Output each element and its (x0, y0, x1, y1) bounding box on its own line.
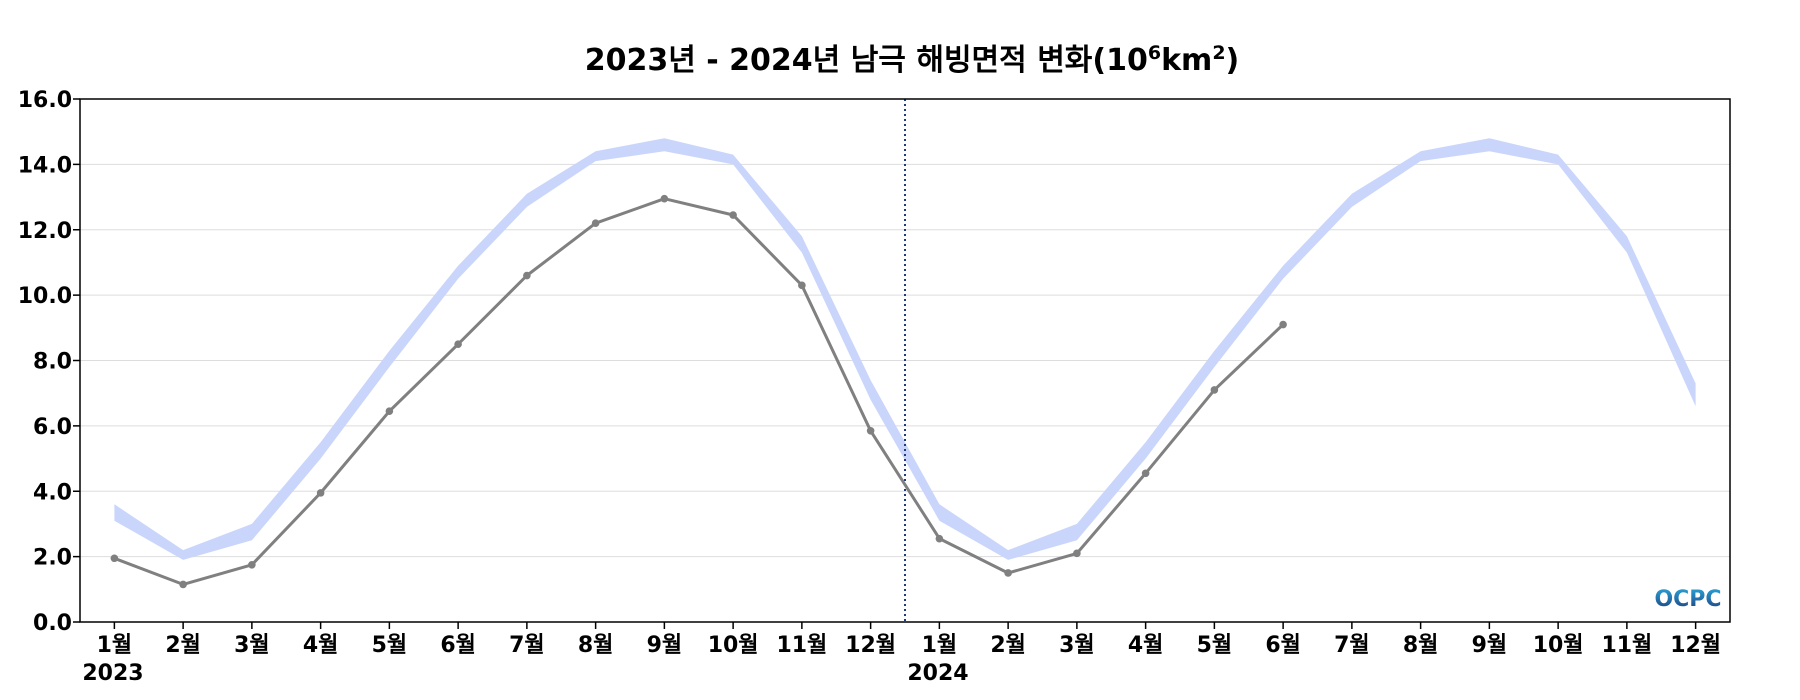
observed-point (660, 194, 669, 203)
x-tick-label: 10월 (708, 633, 759, 658)
x-tick-label: 6월 (440, 633, 476, 658)
observed-point (385, 407, 394, 415)
y-tick-label: 12.0 (18, 219, 72, 244)
y-tick-label: 6.0 (33, 415, 72, 440)
observed-point (1279, 320, 1287, 329)
observed-point (866, 426, 875, 435)
observed-point (729, 211, 737, 219)
x-tick-label: 4월 (303, 633, 339, 658)
observed-point (179, 580, 187, 589)
observed-line (113, 197, 1285, 586)
year-label: 2024 (907, 661, 968, 686)
y-tick-label: 8.0 (33, 350, 72, 375)
x-tick-label: 2월 (165, 633, 201, 658)
observed-point (1004, 569, 1012, 577)
observed-point (248, 560, 256, 569)
x-tick-label: 7월 (509, 633, 545, 658)
year-label: 2023 (82, 661, 143, 686)
x-tick-label: 10월 (1533, 633, 1584, 658)
x-tick-label: 3월 (1059, 633, 1095, 658)
y-tick-label: 10.0 (18, 284, 72, 309)
year-labels: 2023 2024 (82, 661, 968, 686)
x-tick-label: 8월 (1403, 633, 1439, 658)
observed-point (1073, 549, 1081, 558)
x-tick-label: 9월 (647, 633, 683, 658)
x-tick-label: 6월 (1265, 633, 1301, 658)
ocpc-logo-text: OCPC (1654, 587, 1721, 612)
observed-point (1141, 469, 1150, 478)
x-tick-label: 4월 (1128, 633, 1164, 658)
x-tick-label: 1월 (922, 633, 958, 658)
ocpc-logo: OCPC (1654, 587, 1721, 612)
observed-point (1210, 386, 1219, 394)
x-tick-label: 7월 (1334, 633, 1370, 658)
y-tick-label: 4.0 (33, 480, 72, 505)
x-tick-label: 11월 (1601, 633, 1652, 658)
x-tick-label: 2월 (990, 633, 1026, 658)
observed-point (110, 554, 119, 563)
x-tick-label: 3월 (234, 633, 270, 658)
observed-point (454, 340, 462, 348)
y-tick-label: 16.0 (18, 88, 72, 113)
y-tick-label: 14.0 (18, 153, 72, 178)
x-axis-ticks: 1월 2월 3월 4월 5월 6월 7월 8월 9월 10월 11월 12월 1월 2월 3월 4월 5월 6월 7… (97, 622, 1721, 658)
observed-point (591, 219, 600, 228)
observed-point (523, 271, 531, 280)
x-tick-label: 12월 (1670, 633, 1721, 658)
x-tick-label: 5월 (1197, 633, 1233, 658)
observed-point (935, 534, 944, 543)
y-axis-ticks: 0.0 2.0 4.0 6.0 8.0 10.0 12.0 14.0 16.0 (18, 88, 80, 636)
x-tick-label: 9월 (1472, 633, 1508, 658)
x-tick-label: 12월 (845, 633, 896, 658)
x-tick-label: 8월 (578, 633, 614, 658)
x-tick-label: 11월 (776, 633, 827, 658)
x-tick-label: 1월 (97, 633, 133, 658)
observed-series (110, 194, 1287, 589)
y-tick-label: 2.0 (33, 546, 72, 571)
observed-point (316, 489, 325, 497)
chart-title: 2023년 - 2024년 남극 해빙면적 변화(106km2) (585, 42, 1240, 78)
x-tick-label: 5월 (372, 633, 408, 658)
observed-point (798, 281, 806, 290)
y-tick-label: 0.0 (33, 611, 72, 636)
